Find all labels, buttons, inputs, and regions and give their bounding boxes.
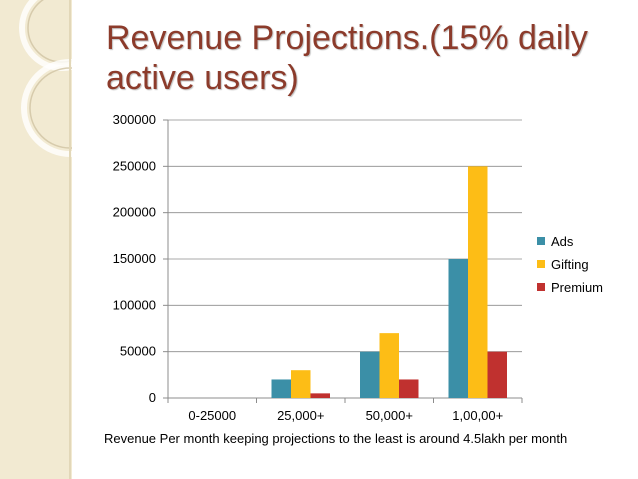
bar-ads-1	[271, 379, 291, 398]
x-tick-label: 50,000+	[366, 408, 413, 423]
y-tick-label: 0	[149, 390, 156, 405]
bar-gifting-1	[291, 370, 311, 398]
bar-premium-2	[399, 379, 419, 398]
bar-ads-2	[360, 351, 380, 398]
tick-labels: 0 50000 100000 150000 200000 250000 300000 0-25…	[113, 112, 504, 423]
x-tick-label: 25,000+	[277, 408, 324, 423]
footer-note: Revenue Per month keeping projections to…	[104, 431, 568, 446]
bar-premium-3	[487, 351, 507, 398]
bar-premium-1	[310, 393, 330, 398]
y-tick-label: 50000	[120, 344, 156, 359]
legend-label-premium: Premium	[551, 280, 603, 295]
y-tick-label: 100000	[113, 297, 156, 312]
x-tick-label: 1,00,00+	[452, 408, 503, 423]
decorative-side-panel	[0, 0, 72, 479]
bar-gifting-2	[379, 333, 399, 398]
slide-title: Revenue Projections.(15% daily active us…	[106, 19, 588, 97]
legend-swatch-gifting	[537, 260, 545, 268]
bar-ads-3	[448, 259, 468, 398]
y-tick-label: 150000	[113, 251, 156, 266]
y-tick-label: 300000	[113, 112, 156, 127]
legend-swatch-ads	[537, 237, 545, 245]
legend-label-ads: Ads	[551, 234, 574, 249]
y-tick-label: 250000	[113, 158, 156, 173]
legend: Ads Gifting Premium	[537, 234, 603, 295]
legend-swatch-premium	[537, 283, 545, 291]
y-tick-label: 200000	[113, 205, 156, 220]
bars	[271, 166, 507, 398]
decorative-rings	[19, 0, 72, 479]
legend-label-gifting: Gifting	[551, 257, 589, 272]
bar-gifting-3	[468, 166, 488, 398]
x-tick-label: 0-25000	[188, 408, 236, 423]
